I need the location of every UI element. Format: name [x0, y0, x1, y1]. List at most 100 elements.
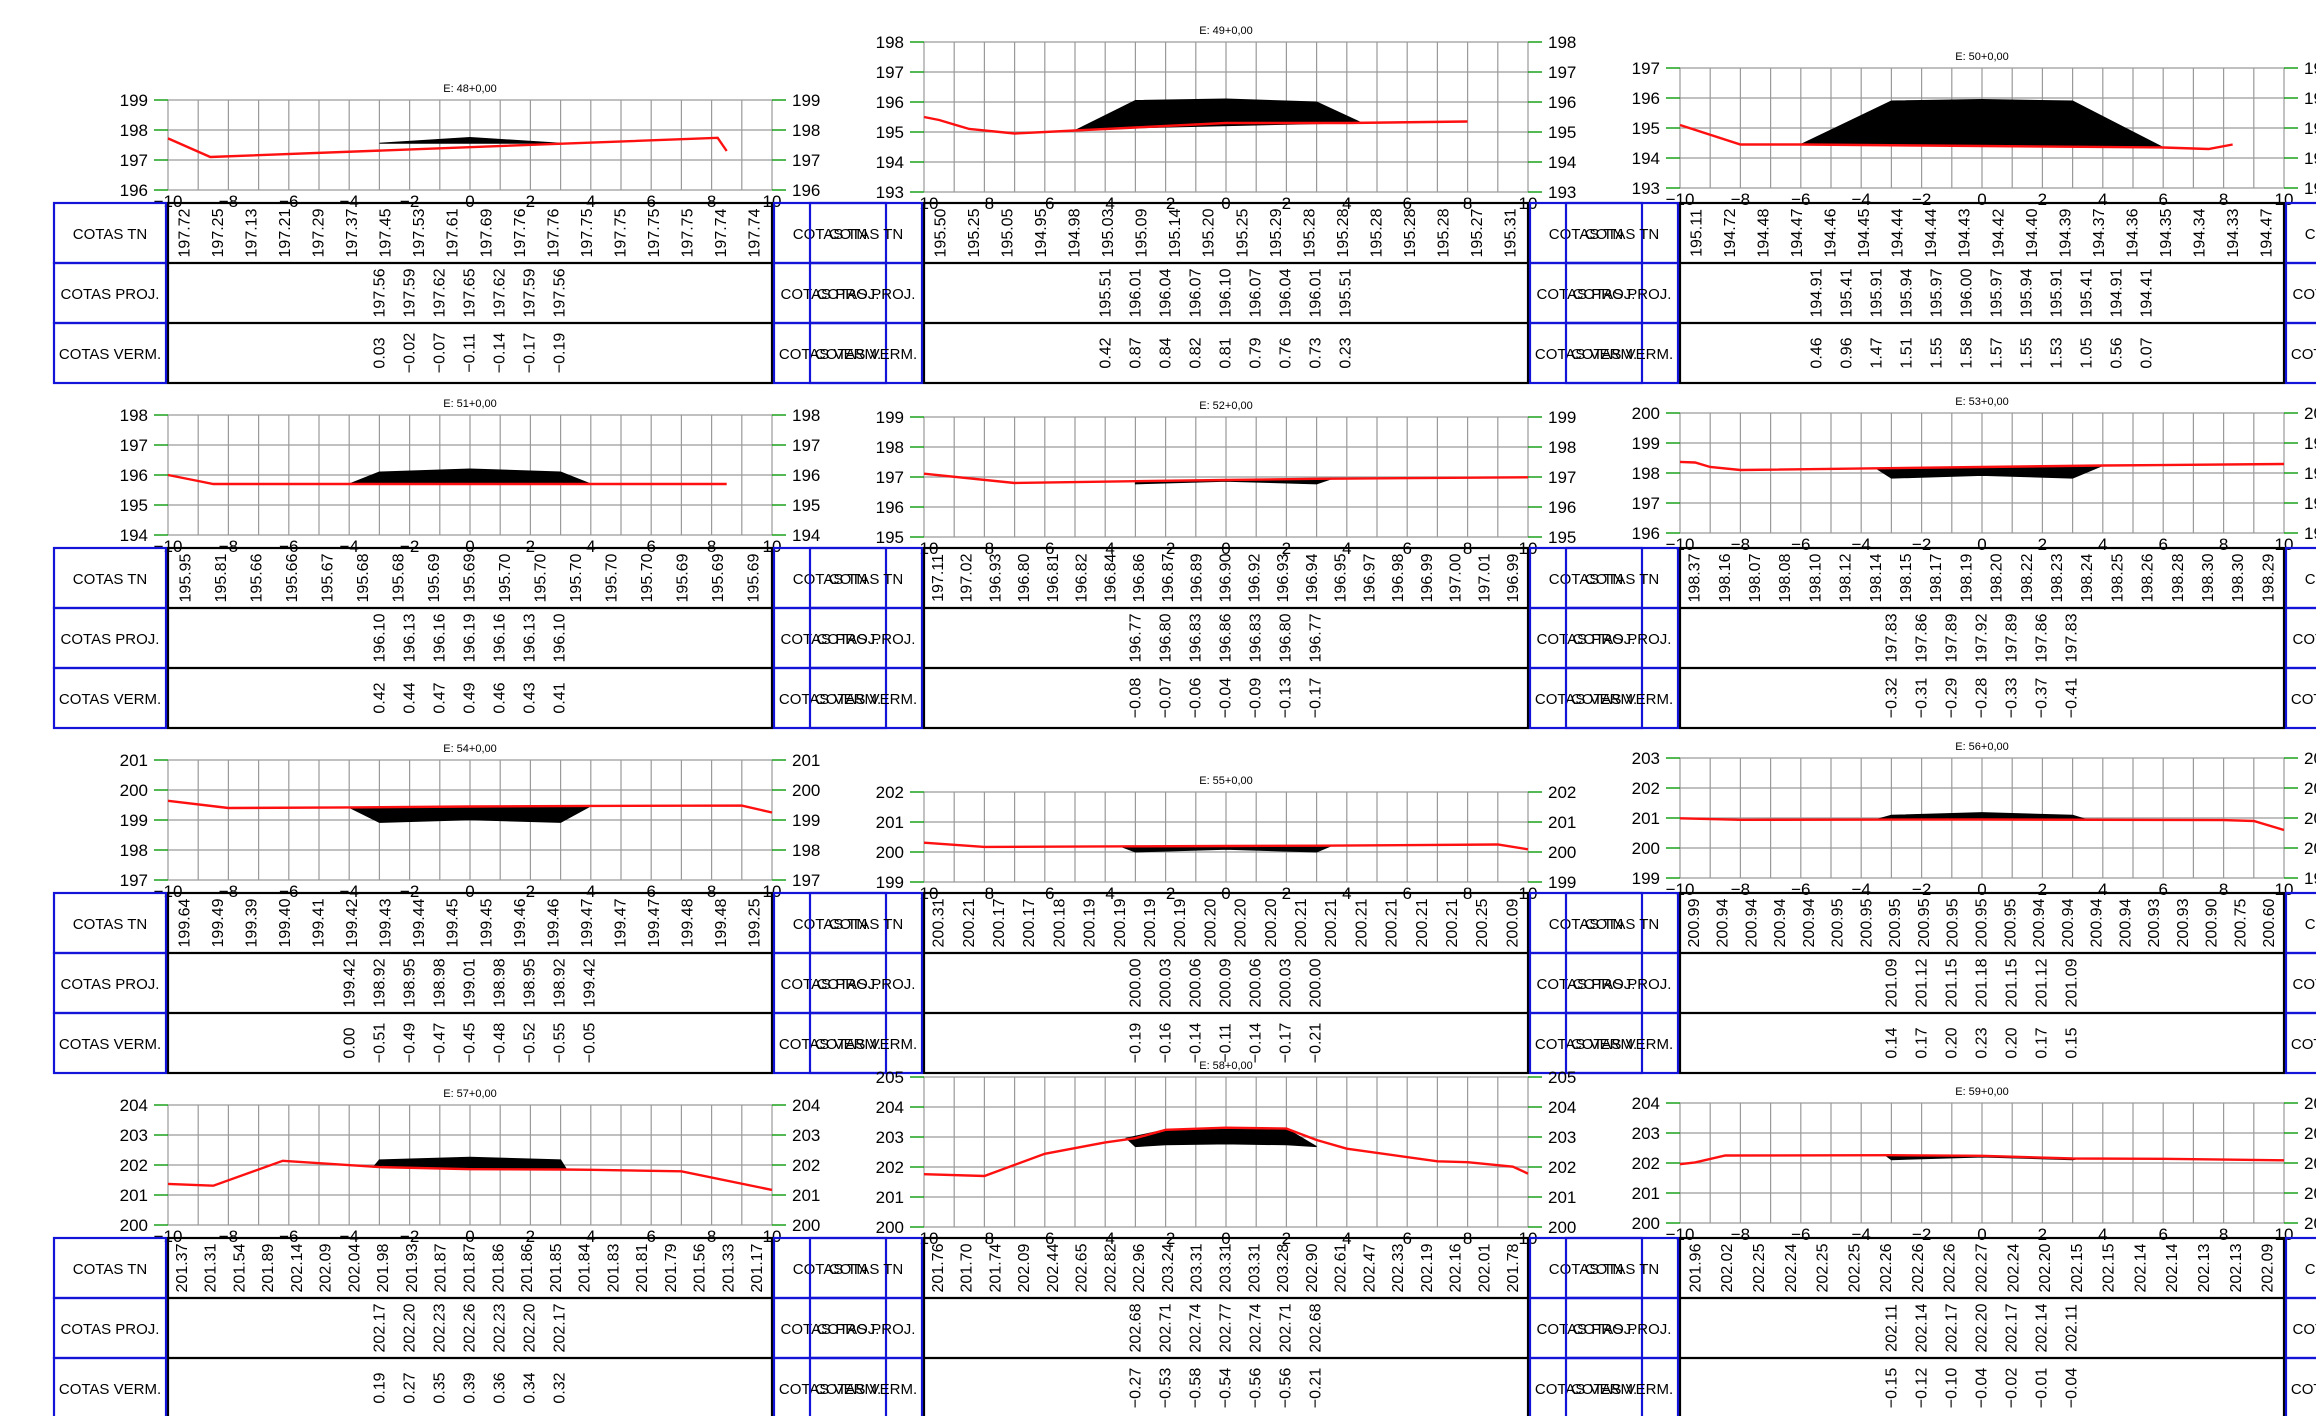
- y-tick-label: 195: [876, 123, 904, 142]
- row-label-box: [52, 1011, 168, 1075]
- elevation-value: 202.20: [1974, 1303, 1991, 1352]
- elevation-value: 197.62: [432, 268, 449, 317]
- elevation-value: 200.21: [1293, 898, 1310, 947]
- elevation-value: 0.82: [1188, 337, 1205, 368]
- elevation-value: 195.68: [390, 553, 407, 602]
- row-label: COTAS TN: [2305, 571, 2316, 588]
- elevation-value: 198.24: [2079, 553, 2096, 602]
- row-label: COTAS VERM.: [1535, 1036, 1637, 1053]
- elevation-value: 197.89: [1944, 613, 1961, 662]
- elevation-value: 200.20: [1263, 898, 1280, 947]
- table-frame: [1678, 1236, 2286, 1416]
- row-label: COTAS PROJ.: [61, 1321, 160, 1338]
- elevation-value: 0.42: [372, 682, 389, 713]
- x-tick-label: 2: [526, 537, 535, 556]
- elevation-table: COTAS TN COTAS PROJ. COTAS VERM. COTAS TN CO…: [52, 201, 888, 385]
- row-label-box: [2284, 891, 2316, 955]
- elevation-value: 1.53: [2049, 337, 2066, 368]
- x-tick-label: 10: [763, 882, 782, 901]
- elevation-value: 0.35: [432, 1372, 449, 1403]
- elevation-value: 0.46: [492, 682, 509, 713]
- elevation-value: 195.91: [2049, 268, 2066, 317]
- plot-grid: [167, 99, 773, 191]
- elevation-value: 199.46: [545, 898, 562, 947]
- elevation-value: 197.25: [210, 208, 227, 257]
- elevation-value: 195.14: [1167, 208, 1184, 257]
- elevation-value: 199.01: [462, 958, 479, 1007]
- elevation-value: −0.56: [1248, 1368, 1265, 1409]
- elevation-value: 198.98: [492, 958, 509, 1007]
- elevation-value: −0.02: [402, 333, 419, 374]
- elevation-value: −0.17: [522, 333, 539, 374]
- row-label: COTAS VERM.: [1535, 1381, 1637, 1398]
- elevation-value: 202.24: [1783, 1243, 1800, 1292]
- x-tick-label: 10: [2275, 1225, 2294, 1244]
- elevation-value: 198.23: [2049, 553, 2066, 602]
- row-label: COTAS TN: [793, 226, 867, 243]
- row-label-box: [2284, 1296, 2316, 1360]
- y-tick-label: 200: [792, 1216, 820, 1235]
- elevation-table: COTAS TN COTAS PROJ. COTAS VERM. COTAS TN CO…: [808, 546, 1644, 730]
- elevation-value: 0.34: [522, 1372, 539, 1403]
- elevation-value: 202.44: [1045, 1243, 1062, 1292]
- y-tick-label: 197: [1632, 59, 1660, 78]
- row-label: COTAS PROJ.: [1573, 1321, 1672, 1338]
- elevation-value: 0.23: [1338, 337, 1355, 368]
- x-tick-label: −8: [1731, 190, 1750, 209]
- elevation-value: 196.84: [1102, 553, 1119, 602]
- elevation-value: 198.30: [2230, 553, 2247, 602]
- y-tick-label: 194: [876, 153, 904, 172]
- elevation-value: 201.56: [692, 1243, 709, 1292]
- elevation-value: 201.15: [2004, 958, 2021, 1007]
- row-label-box: [2284, 606, 2316, 670]
- elevation-value: 0.15: [2064, 1027, 2081, 1058]
- elevation-value: −0.52: [522, 1023, 539, 1064]
- y-tick-label: 202: [1632, 779, 1660, 798]
- row-label-box: [808, 666, 924, 730]
- elevation-value: 202.13: [2196, 1243, 2213, 1292]
- elevation-value: 202.27: [1974, 1243, 1991, 1292]
- elevation-value: 195.69: [746, 553, 763, 602]
- x-tick-label: −10: [154, 882, 183, 901]
- y-tick-label: 196: [120, 181, 148, 200]
- elevation-value: 201.09: [1884, 958, 1901, 1007]
- y-tick-label: 194: [1632, 149, 1660, 168]
- y-tick-label: 199: [1632, 434, 1660, 453]
- row-label: COTAS TN: [1585, 571, 1659, 588]
- elevation-value: 201.81: [634, 1243, 651, 1292]
- x-tick-label: 6: [646, 192, 655, 211]
- elevation-value: 0.43: [522, 682, 539, 713]
- y-tick-label: 200: [1548, 1218, 1576, 1237]
- row-label: COTAS TN: [793, 1261, 867, 1278]
- elevation-value: −0.47: [432, 1023, 449, 1064]
- table-frame: [1678, 546, 2286, 730]
- elevation-table: COTAS TN COTAS PROJ. COTAS VERM. COTAS TN CO…: [52, 1236, 888, 1416]
- section-title: E: 59+0,00: [1955, 1086, 2009, 1098]
- y-tick-label: 200: [120, 1216, 148, 1235]
- y-tick-label: 204: [1632, 1094, 1660, 1113]
- x-tick-label: 0: [465, 882, 474, 901]
- elevation-value: 196.04: [1158, 268, 1175, 317]
- elevation-value: 197.75: [680, 208, 697, 257]
- y-tick-label: 196: [1632, 524, 1660, 543]
- elevation-value: 201.86: [519, 1243, 536, 1292]
- elevation-value: 196.10: [372, 613, 389, 662]
- row-label: COTAS TN: [829, 226, 903, 243]
- elevation-value: 196.00: [1959, 268, 1976, 317]
- elevation-value: 200.60: [2261, 898, 2278, 947]
- elevation-value: 201.89: [260, 1243, 277, 1292]
- y-tick-label: 204: [120, 1096, 148, 1115]
- elevation-value: 196.90: [1218, 553, 1235, 602]
- section-fill: [348, 805, 592, 823]
- elevation-value: 1.55: [1929, 337, 1946, 368]
- elevation-value: 202.11: [1884, 1304, 1901, 1352]
- row-label: COTAS PROJ.: [2293, 1321, 2316, 1338]
- y-tick-label: 204: [792, 1096, 820, 1115]
- elevation-value: 0.14: [1884, 1027, 1901, 1058]
- y-tick-label: 199: [876, 408, 904, 427]
- y-tick-label: 197: [876, 63, 904, 82]
- row-label: COTAS VERM.: [2291, 691, 2316, 708]
- x-tick-label: 2: [2038, 190, 2047, 209]
- row-label-box: [2284, 201, 2316, 265]
- row-label: COTAS PROJ.: [1537, 976, 1636, 993]
